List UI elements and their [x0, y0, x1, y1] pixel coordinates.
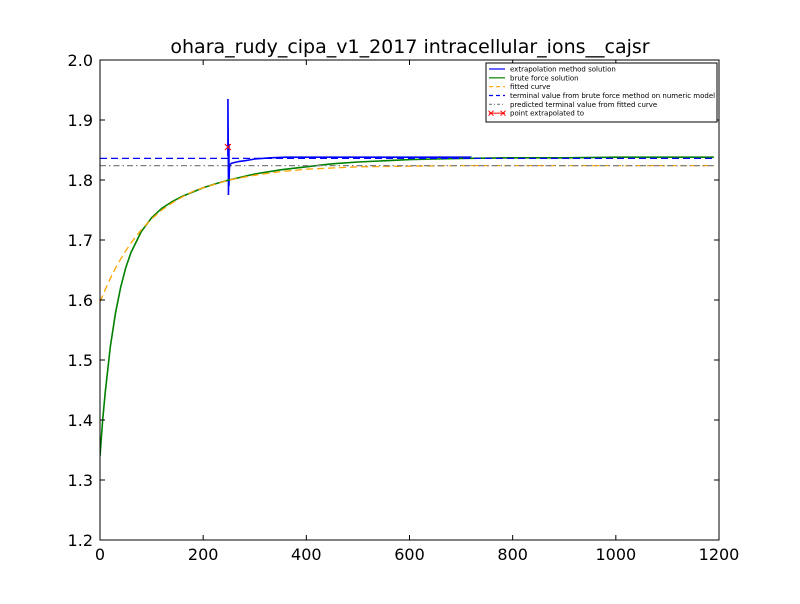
- x-tick-label: 800: [497, 545, 528, 564]
- y-tick-label: 1.8: [68, 171, 93, 190]
- y-tick-label: 1.7: [68, 231, 93, 250]
- extrapolated-point-marker: [224, 143, 232, 151]
- legend-entry: brute force solution: [489, 74, 579, 82]
- y-tick-label: 1.6: [68, 291, 93, 310]
- y-tick-label: 2.0: [68, 51, 93, 70]
- legend-label: point extrapolated to: [510, 110, 584, 118]
- x-tick-label: 1200: [699, 545, 740, 564]
- legend-entry: point extrapolated to: [488, 110, 584, 118]
- legend-label: brute force solution: [510, 74, 579, 82]
- x-tick-label: 0: [95, 545, 105, 564]
- legend-box: [485, 62, 718, 123]
- legend-label: predicted terminal value from fitted cur…: [510, 101, 657, 109]
- x-tick-label: 1000: [595, 545, 636, 564]
- y-tick-label: 1.2: [68, 531, 93, 550]
- y-tick-label: 1.4: [68, 411, 93, 430]
- legend-label: fitted curve: [510, 83, 551, 91]
- x-tick-label: 200: [188, 545, 219, 564]
- legend-entry: fitted curve: [489, 83, 551, 91]
- series-line-2: [100, 164, 714, 303]
- legend-label: extrapolation method solution: [510, 66, 616, 74]
- plot-layer: [100, 98, 714, 457]
- legend-label: terminal value from brute force method o…: [510, 92, 715, 100]
- chart-title: ohara_rudy_cipa_v1_2017 intracellular_io…: [170, 36, 649, 58]
- legend-entry: terminal value from brute force method o…: [489, 92, 715, 100]
- x-tick-label: 400: [291, 545, 322, 564]
- x-tick-label: 600: [394, 545, 425, 564]
- legend-entry: predicted terminal value from fitted cur…: [489, 101, 657, 109]
- series-line-0: [227, 98, 472, 196]
- y-tick-label: 1.5: [68, 351, 93, 370]
- y-tick-label: 1.9: [68, 111, 93, 130]
- y-tick-label: 1.3: [68, 471, 93, 490]
- axes-layer: 0 200 400 600 800 1000 1200 1.2 1.3 1.4 1.5 1.6 1.7 1…: [68, 51, 740, 564]
- legend-entry: extrapolation method solution: [489, 66, 616, 74]
